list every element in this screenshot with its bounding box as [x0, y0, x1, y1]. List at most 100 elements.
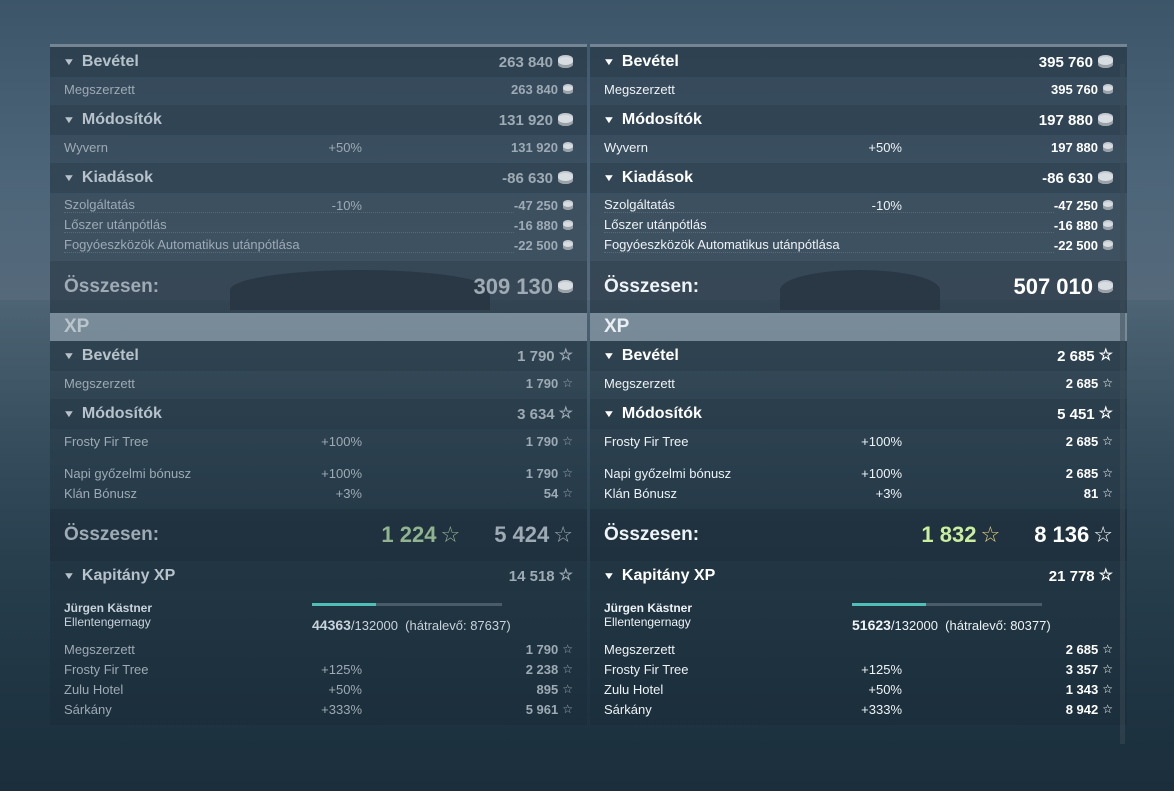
- triangle-down-icon: ▼: [62, 114, 76, 126]
- free-xp-value: 1 832: [921, 522, 977, 547]
- section-header-xp-modifiers[interactable]: ▼ Módosítók 5 451 ☆: [590, 399, 1127, 429]
- section-header-xp-revenue[interactable]: ▼ Bevétel 2 685 ☆: [590, 341, 1127, 371]
- xp-total-row: Összesen: 1 832 ☆ 8 136 ☆: [590, 509, 1127, 561]
- total-value: 309 130: [473, 274, 553, 299]
- section-header-modifiers[interactable]: ▼ Módosítók 131 920: [50, 105, 587, 135]
- section-header-expenses[interactable]: ▼ Kiadások -86 630: [590, 163, 1127, 193]
- row-label: Megszerzett: [64, 375, 135, 391]
- table-row: Sárkány +333% 5 961 ☆: [50, 699, 587, 719]
- section-header-xp-revenue[interactable]: ▼ Bevétel 1 790 ☆: [50, 341, 587, 371]
- row-label: Frosty Fir Tree: [64, 433, 149, 449]
- xp-total-row: Összesen: 1 224 ☆ 5 424 ☆: [50, 509, 587, 561]
- row-percent: +3%: [335, 485, 362, 501]
- table-row: Zulu Hotel +50% 1 343 ☆: [590, 679, 1127, 699]
- row-label: Szolgáltatás: [604, 197, 1054, 213]
- row-value: 1 790: [525, 641, 559, 657]
- section-header-modifiers[interactable]: ▼ Módosítók 197 880: [590, 105, 1127, 135]
- section-title: Bevétel: [621, 53, 679, 70]
- section-title: Bevétel: [81, 53, 139, 70]
- row-percent: +50%: [328, 139, 362, 155]
- section-total: 14 518: [508, 567, 555, 585]
- row-label: Zulu Hotel: [64, 681, 124, 697]
- triangle-down-icon: ▼: [62, 172, 76, 184]
- section-header-captain-xp[interactable]: ▼ Kapitány XP 21 778 ☆: [590, 561, 1127, 591]
- section-rows: Jürgen Kästner Ellentengernagy 44363/132…: [50, 591, 587, 725]
- row-value: 395 760: [1051, 81, 1098, 97]
- row-spacer: [50, 451, 587, 463]
- captain-info: Jürgen Kästner Ellentengernagy 51623/132…: [590, 593, 1127, 639]
- section-title: Módosítók: [621, 405, 702, 422]
- row-percent: +100%: [321, 465, 362, 481]
- triangle-down-icon: ▼: [602, 114, 616, 126]
- star-icon: ☆: [1102, 486, 1113, 500]
- row-value: 895: [536, 681, 559, 697]
- captain-name: Jürgen Kästner: [604, 601, 693, 615]
- section-header-revenue[interactable]: ▼ Bevétel 263 840: [50, 47, 587, 77]
- row-percent: +50%: [868, 139, 902, 155]
- section-rows: Szolgáltatás -10% -47 250 Lőszer utánpótlá…: [50, 193, 587, 261]
- section-header-xp-modifiers[interactable]: ▼ Módosítók 3 634 ☆: [50, 399, 587, 429]
- silver-coin-icon: [1103, 201, 1113, 210]
- section-rows: Megszerzett 2 685 ☆: [590, 371, 1127, 399]
- section-total: 3 634: [517, 405, 555, 423]
- section-total: 197 880: [1038, 111, 1093, 129]
- credits-total-row: Összesen: 507 010: [590, 261, 1127, 313]
- panel-top-line: [50, 44, 587, 47]
- row-percent: +100%: [321, 433, 362, 449]
- progress-remaining: (hátralevő: 87637): [405, 618, 511, 633]
- total-label: Összesen:: [604, 276, 700, 297]
- star-icon: ☆: [558, 347, 573, 364]
- triangle-down-icon: ▼: [602, 408, 616, 420]
- row-value: 81: [1083, 485, 1099, 501]
- row-value: -22 500: [1053, 237, 1098, 253]
- star-icon: ☆: [1102, 466, 1113, 480]
- section-total: 1 790: [517, 347, 555, 365]
- section-rows: Megszerzett 1 790 ☆: [50, 371, 587, 399]
- section-header-expenses[interactable]: ▼ Kiadások -86 630: [50, 163, 587, 193]
- table-row: Szolgáltatás -10% -47 250: [590, 195, 1127, 215]
- row-value: 1 790: [525, 375, 559, 391]
- star-icon: ☆: [440, 522, 461, 547]
- star-icon: ☆: [562, 702, 573, 716]
- section-header-revenue[interactable]: ▼ Bevétel 395 760: [590, 47, 1127, 77]
- row-value: 197 880: [1051, 139, 1098, 155]
- star-icon: ☆: [562, 376, 573, 390]
- section-total: -86 630: [502, 169, 553, 187]
- row-value: 8 942: [1065, 701, 1099, 717]
- row-label: Wyvern: [64, 139, 108, 155]
- row-value: 2 685: [1065, 375, 1099, 391]
- table-row: Fogyóeszközök Automatikus utánpótlása -22…: [50, 235, 587, 255]
- section-total: 263 840: [498, 53, 553, 71]
- total-value: 5 424: [494, 522, 550, 547]
- row-label: Napi győzelmi bónusz: [604, 465, 732, 481]
- star-icon: ☆: [562, 434, 573, 448]
- row-label: Szolgáltatás: [64, 197, 514, 213]
- row-percent: +125%: [321, 661, 362, 677]
- star-icon: ☆: [1102, 642, 1113, 656]
- scrollbar[interactable]: [1120, 64, 1125, 744]
- table-row: Lőszer utánpótlás -16 880: [50, 215, 587, 235]
- progress-fill: [852, 603, 927, 606]
- total-value: 507 010: [1013, 274, 1093, 299]
- triangle-down-icon: ▼: [602, 56, 616, 68]
- table-row: Megszerzett 1 790 ☆: [50, 373, 587, 393]
- section-total: -86 630: [1042, 169, 1093, 187]
- section-title: Kapitány XP: [621, 567, 716, 584]
- triangle-down-icon: ▼: [62, 350, 76, 362]
- row-value: 2 685: [1065, 465, 1099, 481]
- star-icon: ☆: [1102, 662, 1113, 676]
- table-row: Zulu Hotel +50% 895 ☆: [50, 679, 587, 699]
- star-icon: ☆: [1098, 567, 1113, 584]
- row-percent: +3%: [875, 485, 902, 501]
- star-icon: ☆: [1098, 347, 1113, 364]
- row-value: 263 840: [511, 81, 558, 97]
- table-row: Szolgáltatás -10% -47 250: [50, 195, 587, 215]
- row-percent: +50%: [868, 681, 902, 697]
- row-value: -16 880: [513, 217, 558, 233]
- silver-coin-icon: [558, 172, 573, 185]
- section-header-captain-xp[interactable]: ▼ Kapitány XP 14 518 ☆: [50, 561, 587, 591]
- section-rows: Wyvern +50% 197 880: [590, 135, 1127, 163]
- row-value: 54: [543, 485, 559, 501]
- section-rows: Szolgáltatás -10% -47 250 Lőszer utánpótlá…: [590, 193, 1127, 261]
- triangle-down-icon: ▼: [62, 56, 76, 68]
